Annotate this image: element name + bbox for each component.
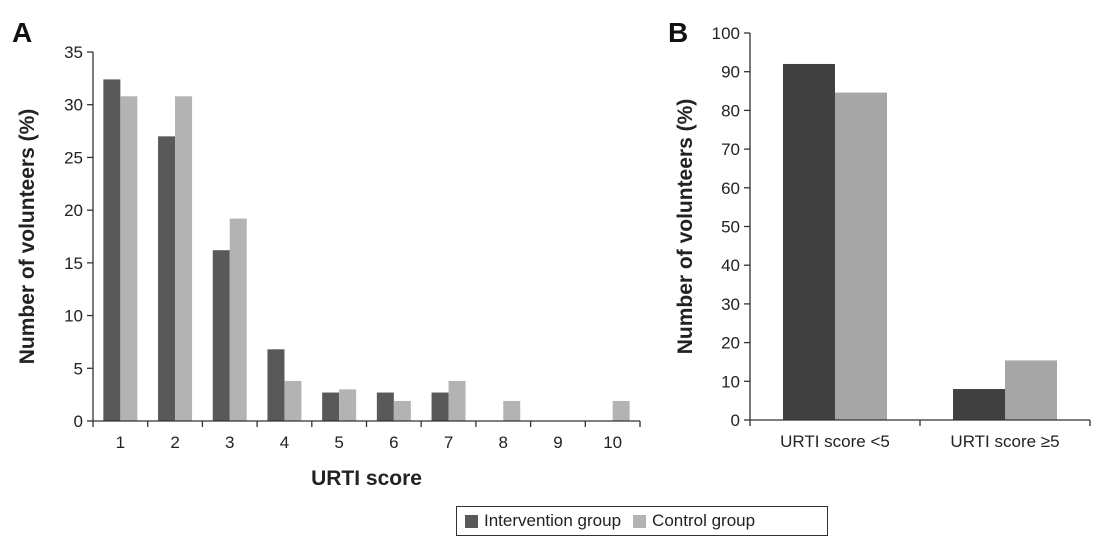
x-tick-label-a-4: 4 <box>280 433 289 452</box>
bar-a-intervention-3 <box>212 250 230 421</box>
legend-swatch-intervention <box>465 514 478 528</box>
legend-label-intervention: Intervention group <box>484 511 622 530</box>
bar-a-control-3 <box>229 218 247 421</box>
y-tick-label-b-30: 30 <box>721 295 740 314</box>
legend: Intervention group Control group <box>456 506 828 536</box>
y-axis-title-b: Number of volunteers (%) <box>674 99 697 355</box>
y-tick-label-a-25: 25 <box>64 148 83 167</box>
y-tick-label-b-80: 80 <box>721 101 740 120</box>
legend-item-control: Control group <box>633 511 755 531</box>
bar-a-intervention-1 <box>103 79 121 421</box>
y-tick-label-b-70: 70 <box>721 140 740 159</box>
bar-a-control-10 <box>612 400 630 421</box>
bar-a-intervention-6 <box>376 392 394 421</box>
bar-b-intervention-1 <box>953 389 1005 420</box>
bar-a-control-6 <box>393 400 411 421</box>
y-tick-label-a-10: 10 <box>64 307 83 326</box>
x-tick-label-b-1: URTI score ≥5 <box>950 432 1059 451</box>
panel-label-b: B <box>668 17 688 48</box>
x-tick-label-a-5: 5 <box>334 433 343 452</box>
y-tick-label-b-60: 60 <box>721 179 740 198</box>
bar-a-intervention-4 <box>267 349 285 421</box>
bar-a-control-4 <box>284 380 302 421</box>
x-tick-label-a-1: 1 <box>116 433 125 452</box>
bar-a-intervention-5 <box>322 392 340 421</box>
bar-b-control-1 <box>1005 360 1057 420</box>
y-axis-title-a: Number of volunteers (%) <box>16 109 39 365</box>
x-tick-label-a-3: 3 <box>225 433 234 452</box>
panel-label-a: A <box>12 17 32 48</box>
x-axis-title-a: URTI score <box>311 467 422 490</box>
y-tick-label-b-20: 20 <box>721 334 740 353</box>
legend-swatch-control <box>633 514 647 528</box>
x-tick-label-b-0: URTI score <5 <box>780 432 890 451</box>
y-tick-label-b-90: 90 <box>721 63 740 82</box>
x-tick-label-a-9: 9 <box>553 433 562 452</box>
x-tick-label-a-8: 8 <box>499 433 508 452</box>
x-tick-label-a-10: 10 <box>603 433 622 452</box>
legend-label-control: Control group <box>652 511 756 530</box>
x-tick-label-a-6: 6 <box>389 433 398 452</box>
bar-a-control-5 <box>339 389 357 421</box>
y-tick-label-a-5: 5 <box>74 359 83 378</box>
y-tick-label-b-0: 0 <box>731 411 740 430</box>
y-tick-label-a-0: 0 <box>74 412 83 431</box>
bar-b-control-0 <box>835 92 887 421</box>
bar-a-intervention-2 <box>158 136 176 422</box>
legend-item-intervention: Intervention group <box>465 511 621 531</box>
y-tick-label-a-30: 30 <box>64 96 83 115</box>
y-tick-label-a-15: 15 <box>64 254 83 273</box>
y-tick-label-b-100: 100 <box>712 24 740 43</box>
bar-a-control-8 <box>503 400 521 421</box>
x-tick-label-a-2: 2 <box>170 433 179 452</box>
bar-a-control-2 <box>175 96 193 421</box>
y-tick-label-b-10: 10 <box>721 372 740 391</box>
y-tick-label-a-20: 20 <box>64 201 83 220</box>
bar-a-control-1 <box>120 96 138 421</box>
bar-a-intervention-7 <box>431 392 449 421</box>
y-tick-label-a-35: 35 <box>64 43 83 62</box>
y-tick-label-b-40: 40 <box>721 256 740 275</box>
y-tick-label-b-50: 50 <box>721 218 740 237</box>
x-tick-label-a-7: 7 <box>444 433 453 452</box>
bar-a-control-7 <box>448 380 466 421</box>
bar-b-intervention-0 <box>783 63 835 421</box>
